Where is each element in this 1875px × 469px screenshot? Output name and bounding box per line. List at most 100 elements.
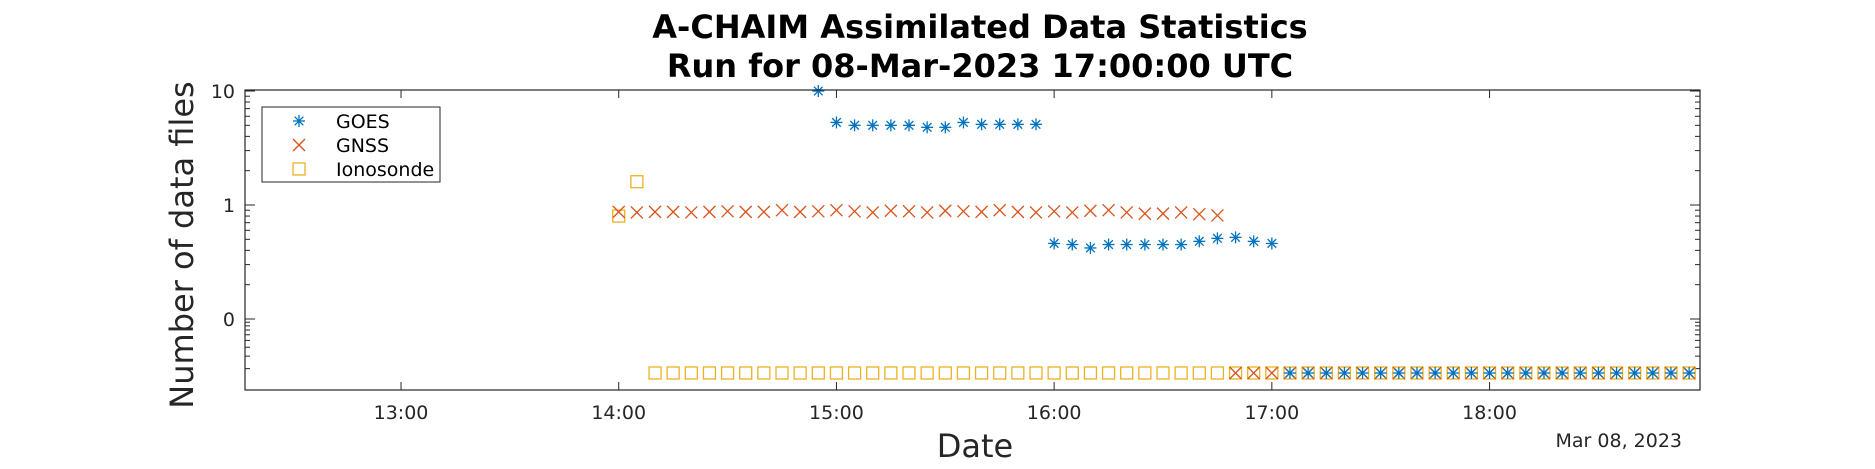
x-tick-label: 17:00: [1244, 402, 1299, 424]
data-point-gnss: [612, 205, 626, 219]
data-point-ionosonde: [993, 366, 1007, 380]
data-point-ionosonde: [1228, 366, 1243, 380]
data-point-goes: [1646, 367, 1659, 379]
data-point-goes: [1501, 367, 1514, 379]
data-point-ionosonde: [630, 175, 644, 189]
data-point-goes: [1519, 367, 1532, 379]
legend-marker-ionosonde: [292, 162, 306, 176]
y-tick-label: 10: [211, 81, 235, 103]
data-point-goes: [1447, 367, 1460, 379]
x-axis-label: Date: [937, 427, 1013, 465]
data-point-gnss: [1174, 206, 1188, 219]
data-point-goes: [939, 121, 952, 134]
data-point-gnss: [775, 203, 789, 217]
data-point-goes: [1048, 237, 1061, 250]
data-point-goes: [1610, 367, 1623, 379]
data-point-ionosonde: [866, 366, 880, 380]
data-point-ionosonde: [902, 366, 916, 380]
data-point-ionosonde: [811, 366, 825, 380]
data-point-ionosonde: [1174, 366, 1188, 380]
data-point-gnss: [666, 205, 680, 219]
data-point-gnss: [1083, 204, 1097, 218]
data-point-gnss: [1029, 206, 1043, 219]
data-point-goes: [1138, 238, 1151, 251]
data-points: [612, 85, 1696, 380]
data-point-gnss: [648, 205, 662, 219]
data-point-ionosonde: [884, 366, 898, 380]
data-point-goes: [1429, 367, 1442, 379]
data-point-ionosonde: [1047, 366, 1061, 380]
data-point-goes: [1664, 367, 1677, 379]
data-point-gnss: [993, 203, 1007, 217]
data-point-ionosonde: [720, 366, 735, 380]
data-point-ionosonde: [757, 366, 771, 380]
data-point-ionosonde: [1083, 366, 1098, 380]
legend-marker-goes: [293, 115, 305, 127]
data-point-goes: [993, 118, 1006, 131]
data-point-gnss: [884, 204, 898, 218]
data-point-gnss: [956, 204, 970, 218]
date-label: Mar 08, 2023: [1556, 430, 1683, 452]
data-point-goes: [1338, 367, 1351, 379]
data-point-gnss: [684, 206, 698, 219]
data-point-goes: [1211, 232, 1224, 245]
x-tick-label: 16:00: [1027, 402, 1082, 424]
data-point-ionosonde: [1065, 366, 1079, 380]
data-point-goes: [1066, 238, 1079, 251]
legend-label-goes: GOES: [336, 111, 390, 133]
data-point-gnss: [757, 205, 771, 219]
data-point-goes: [903, 119, 916, 132]
data-point-goes: [848, 119, 861, 132]
data-point-ionosonde: [702, 366, 717, 380]
data-point-goes: [921, 121, 934, 134]
data-point-gnss: [829, 203, 843, 217]
data-point-ionosonde: [1029, 366, 1043, 380]
data-point-goes: [1628, 367, 1641, 379]
data-point-goes: [1574, 367, 1587, 379]
data-point-goes: [1683, 367, 1696, 379]
data-point-goes: [1592, 367, 1605, 379]
data-point-gnss: [920, 206, 934, 219]
data-point-ionosonde: [1192, 366, 1206, 380]
data-point-goes: [1283, 367, 1296, 379]
y-axis-label: Number of data files: [163, 81, 201, 408]
data-point-ionosonde: [612, 209, 626, 223]
data-point-goes: [1229, 231, 1242, 244]
data-point-ionosonde: [829, 366, 844, 380]
data-point-ionosonde: [920, 366, 934, 380]
data-point-goes: [1392, 367, 1405, 379]
data-point-gnss: [1011, 205, 1025, 219]
data-point-gnss: [938, 204, 952, 218]
legend-label-ionosonde: Ionosonde: [336, 159, 434, 181]
x-tick-label: 18:00: [1462, 402, 1517, 424]
data-point-goes: [1410, 367, 1423, 379]
data-point-goes: [1011, 118, 1024, 131]
data-point-gnss: [1047, 204, 1061, 218]
axis-ticks: 13:00 14:00 15:00 16:00 17:00 18:00 0 1 10: [211, 81, 1700, 424]
data-point-gnss: [702, 205, 716, 219]
data-point-goes: [812, 85, 825, 97]
data-point-gnss: [902, 204, 916, 218]
x-tick-label: 13:00: [374, 402, 429, 424]
data-point-ionosonde: [974, 366, 989, 380]
data-point-goes: [975, 118, 988, 131]
data-point-ionosonde: [775, 366, 789, 380]
data-point-ionosonde: [1120, 366, 1134, 380]
data-point-goes: [1320, 367, 1333, 379]
data-point-gnss: [1247, 366, 1261, 380]
data-point-ionosonde: [1156, 366, 1170, 380]
data-point-ionosonde: [847, 366, 862, 380]
data-point-goes: [1156, 238, 1169, 251]
data-point-goes: [1029, 118, 1042, 131]
data-point-goes: [1175, 238, 1188, 251]
data-point-goes: [1374, 367, 1387, 379]
data-point-gnss: [630, 206, 644, 219]
data-point-goes: [1193, 235, 1206, 248]
data-point-goes: [1302, 367, 1315, 379]
data-point-ionosonde: [938, 366, 952, 380]
data-point-ionosonde: [1101, 366, 1116, 380]
x-tick-label: 15:00: [809, 402, 864, 424]
data-point-gnss: [811, 204, 825, 218]
data-point-ionosonde: [956, 366, 971, 380]
